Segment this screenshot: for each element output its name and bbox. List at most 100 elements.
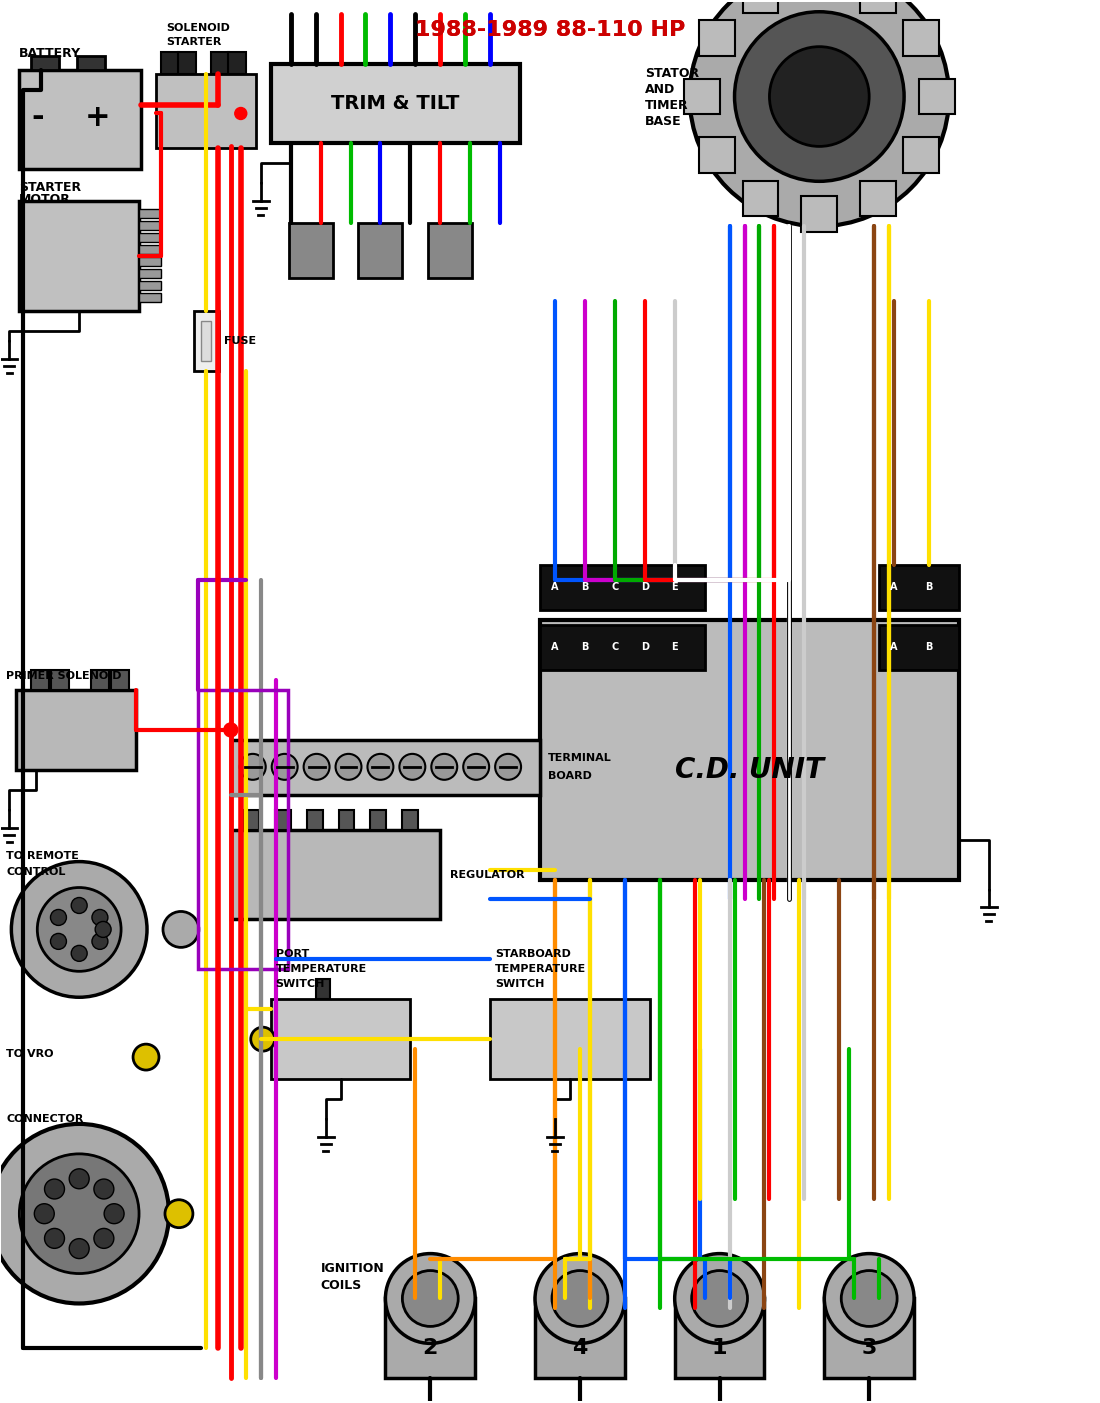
Bar [428,223,472,278]
Bar [201,321,211,361]
Bar [802,196,837,231]
Bar [316,979,330,999]
Text: TIMER: TIMER [645,100,689,112]
Bar [139,209,161,219]
Circle shape [96,922,111,937]
Circle shape [552,1271,608,1326]
Bar [20,201,139,311]
Bar [540,626,705,671]
Bar [385,1299,475,1378]
Bar [231,739,540,794]
Circle shape [20,1153,139,1274]
Circle shape [94,1179,114,1200]
Text: BATTERY: BATTERY [20,48,81,60]
Bar [824,1299,914,1378]
Circle shape [431,753,458,780]
Text: B: B [581,582,589,592]
Bar [206,73,255,149]
Text: CONTROL: CONTROL [7,867,66,877]
Text: B: B [581,643,589,652]
Circle shape [72,946,87,961]
Circle shape [104,1204,124,1223]
Circle shape [535,1254,625,1344]
Bar [77,56,106,70]
Circle shape [692,1271,748,1326]
Text: TEMPERATURE: TEMPERATURE [495,964,586,974]
Text: STARTER: STARTER [166,36,221,46]
Bar [540,565,705,610]
Text: D: D [641,643,649,652]
Circle shape [304,753,330,780]
Bar [20,70,141,170]
Bar [491,999,650,1079]
Text: 3: 3 [861,1338,877,1358]
Bar [903,20,939,56]
Text: BOARD: BOARD [548,770,592,781]
Circle shape [463,753,490,780]
Circle shape [824,1254,914,1344]
Text: 2: 2 [422,1338,438,1358]
Circle shape [133,1044,160,1070]
Bar [139,257,161,267]
Text: BASE: BASE [645,115,681,128]
Text: +: + [85,102,110,132]
Text: B: B [925,582,933,592]
Bar [139,233,161,243]
Text: SWITCH: SWITCH [495,979,544,989]
Bar [700,137,735,174]
Text: A: A [551,643,559,652]
Circle shape [769,46,869,146]
Circle shape [223,723,238,737]
Text: STARTER: STARTER [20,181,81,194]
Circle shape [495,753,521,780]
Bar [31,56,59,70]
Circle shape [92,909,108,926]
Text: B: B [925,643,933,652]
Text: C.D. UNIT: C.D. UNIT [675,756,824,784]
Bar [307,810,322,829]
Bar [91,671,109,690]
Bar [243,810,258,829]
Circle shape [385,1254,475,1344]
Bar [403,810,418,829]
Circle shape [72,898,87,913]
Circle shape [44,1229,65,1249]
Bar [161,52,179,73]
Bar [231,829,440,919]
Text: TERMINAL: TERMINAL [548,753,612,763]
Bar [271,999,410,1079]
Circle shape [240,753,266,780]
Circle shape [94,1229,114,1249]
Circle shape [163,912,199,947]
Bar [288,223,332,278]
Circle shape [251,1027,275,1051]
Circle shape [34,1204,54,1223]
Bar [860,0,896,13]
Bar [31,671,50,690]
Circle shape [272,753,298,780]
Bar [139,269,161,278]
Text: CONNECTOR: CONNECTOR [7,1114,84,1124]
Text: E: E [671,643,678,652]
Bar [540,620,959,880]
Text: 4: 4 [572,1338,587,1358]
Circle shape [11,861,147,998]
Bar [879,626,959,671]
Circle shape [234,108,246,119]
Circle shape [69,1169,89,1188]
Bar [371,810,386,829]
Text: PORT: PORT [276,950,309,960]
Bar [139,293,161,302]
Circle shape [44,1179,65,1200]
Text: TO REMOTE: TO REMOTE [7,850,79,860]
Bar [139,246,161,254]
Text: C: C [612,643,618,652]
Bar [275,810,290,829]
Circle shape [51,933,66,950]
Bar [178,52,196,73]
Circle shape [336,753,362,780]
Text: STARBOARD: STARBOARD [495,950,571,960]
Bar [228,52,245,73]
Bar [684,79,719,115]
Bar [920,79,955,115]
